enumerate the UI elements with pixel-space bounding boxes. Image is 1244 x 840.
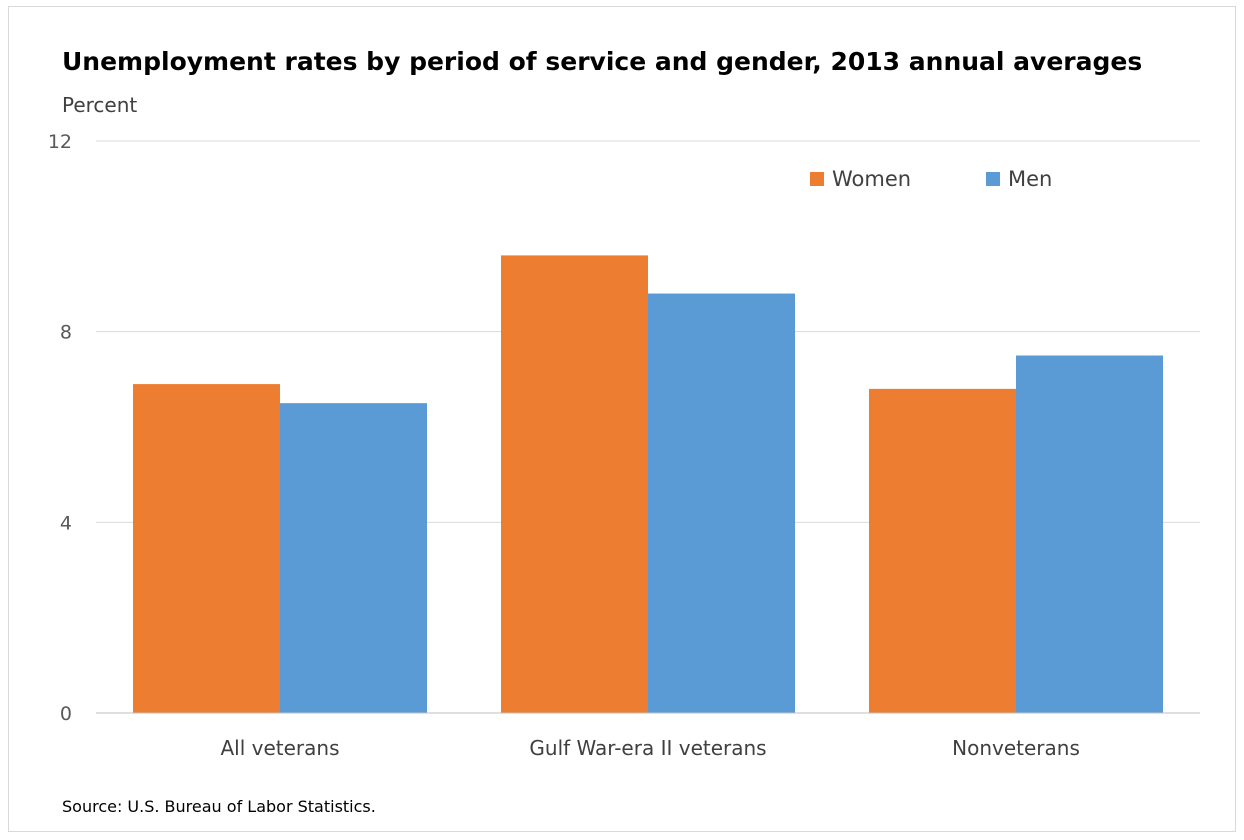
y-tick-label: 4: [60, 512, 72, 534]
x-axis-category-labels: All veterans Gulf War-era II veterans Nonv…: [220, 736, 1079, 760]
x-category-label: All veterans: [220, 736, 339, 760]
legend-swatch-men: [986, 172, 1000, 186]
legend: Women Men: [810, 167, 1052, 191]
bar-men-3: [1016, 355, 1163, 713]
chart-title: Unemployment rates by period of service …: [62, 47, 1142, 76]
y-tick-label: 8: [60, 322, 72, 344]
bars: [133, 255, 1163, 713]
bar-women-1: [133, 384, 280, 713]
y-axis-ticks: 0 4 8 12: [48, 131, 72, 725]
bar-women-3: [869, 388, 1016, 713]
y-axis-unit: Percent: [62, 93, 137, 117]
source-note: Source: U.S. Bureau of Labor Statistics.: [62, 797, 376, 816]
legend-label-men: Men: [1008, 167, 1052, 191]
x-category-label: Nonveterans: [952, 736, 1080, 760]
bar-men-1: [280, 403, 427, 713]
bar-women-2: [501, 255, 648, 713]
legend-label-women: Women: [832, 167, 911, 191]
y-tick-label: 12: [48, 131, 72, 153]
y-tick-label: 0: [60, 703, 72, 725]
legend-swatch-women: [810, 172, 824, 186]
bar-men-2: [648, 293, 795, 713]
x-category-label: Gulf War-era II veterans: [529, 736, 766, 760]
